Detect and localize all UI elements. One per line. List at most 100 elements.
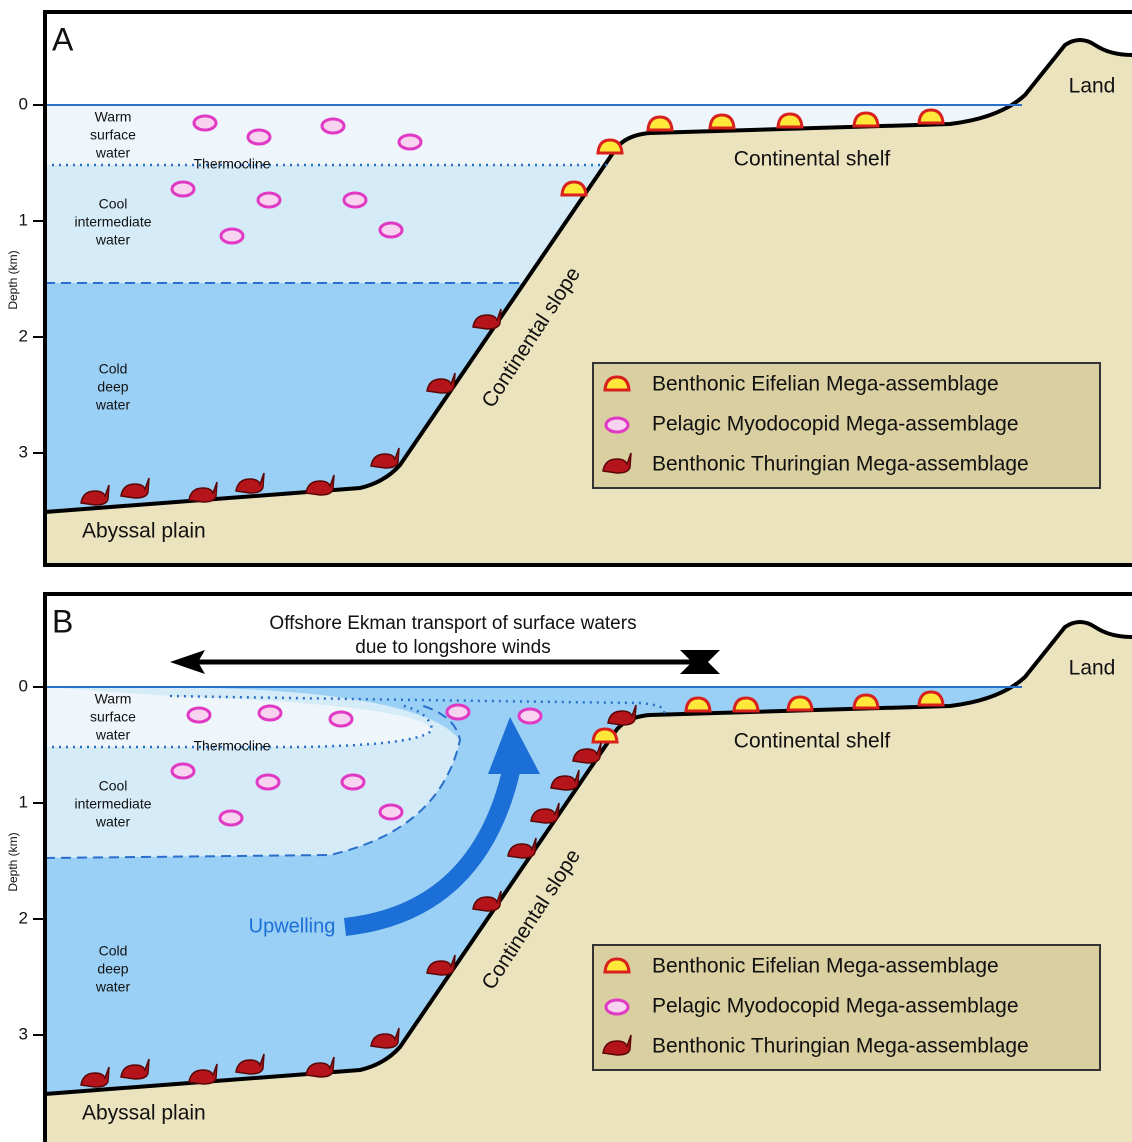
myodocopid-icon bbox=[256, 191, 282, 209]
thuringian-icon bbox=[426, 954, 456, 976]
water-label: surface bbox=[90, 709, 136, 725]
upwelling-label: Upwelling bbox=[249, 915, 336, 937]
thuringian-icon bbox=[472, 308, 502, 330]
shelf-label: Continental shelf bbox=[734, 148, 891, 171]
legend-label: Benthonic Thuringian Mega-assemblage bbox=[652, 453, 1029, 476]
panel-label: B bbox=[52, 603, 73, 639]
thuringian-icon bbox=[305, 1056, 335, 1078]
myodocopid-icon bbox=[517, 707, 543, 725]
water-label: Cold bbox=[99, 943, 128, 959]
thuringian-icon bbox=[472, 890, 502, 912]
warm-water bbox=[45, 687, 432, 747]
thermocline-label: Thermocline bbox=[193, 156, 270, 172]
water-label: water bbox=[95, 979, 131, 995]
water-label: intermediate bbox=[74, 796, 151, 812]
water-label: water bbox=[95, 232, 131, 248]
sea-floor bbox=[44, 620, 1132, 1096]
water-label: Warm bbox=[95, 691, 132, 707]
thuringian-icon bbox=[370, 1027, 400, 1049]
water-label: water bbox=[95, 397, 131, 413]
thuringian-icon bbox=[235, 472, 265, 494]
thuringian-icon bbox=[426, 372, 456, 394]
frame bbox=[43, 592, 1132, 1142]
water-label: Warm bbox=[95, 109, 132, 125]
eifelian-icon bbox=[732, 696, 760, 713]
myodocopid-icon bbox=[378, 803, 404, 821]
thuringian-icon bbox=[602, 1034, 632, 1056]
sea-floor bbox=[44, 38, 1132, 514]
ekman-label: due to longshore winds bbox=[355, 637, 550, 658]
upwelling-outline bbox=[169, 694, 666, 716]
water-label: water bbox=[95, 814, 131, 830]
myodocopid-icon bbox=[378, 221, 404, 239]
myodocopid-icon bbox=[255, 773, 281, 791]
eifelian-icon bbox=[786, 695, 814, 712]
myodocopid-icon bbox=[170, 762, 196, 780]
thuringian-icon bbox=[572, 742, 602, 764]
tick-label: 1 bbox=[19, 792, 28, 811]
tick-label: 3 bbox=[19, 1024, 28, 1043]
shelf-label: Continental shelf bbox=[734, 730, 891, 753]
eifelian-icon bbox=[917, 108, 945, 125]
myodocopid-icon bbox=[257, 704, 283, 722]
axis-title: Depth (km) bbox=[6, 250, 20, 309]
myodocopid-icon bbox=[340, 773, 366, 791]
tick-label: 2 bbox=[19, 326, 28, 345]
legend-label: Benthonic Eifelian Mega-assemblage bbox=[652, 955, 999, 978]
myodocopid-icon bbox=[342, 191, 368, 209]
eifelian-icon bbox=[684, 696, 712, 713]
water-label: Cool bbox=[99, 196, 128, 212]
tick-label: 0 bbox=[19, 676, 28, 695]
myodocopid-icon bbox=[445, 703, 471, 721]
water-label: Cool bbox=[99, 778, 128, 794]
myodocopid-icon bbox=[246, 128, 272, 146]
upwelling-arrow bbox=[343, 765, 521, 936]
land-label: Land bbox=[1069, 657, 1116, 680]
eifelian-icon bbox=[917, 690, 945, 707]
thuringian-icon bbox=[305, 474, 335, 496]
thuringian-icon bbox=[507, 837, 537, 859]
thuringian-icon bbox=[120, 1058, 150, 1080]
thuringian-icon bbox=[607, 704, 637, 726]
eifelian-icon bbox=[603, 375, 631, 392]
thermocline-label: Thermocline bbox=[193, 738, 270, 754]
abyssal-label: Abyssal plain bbox=[82, 1102, 206, 1125]
thuringian-icon bbox=[235, 1053, 265, 1075]
water-label: deep bbox=[97, 961, 128, 977]
panel: Offshore Ekman transport of surface wate… bbox=[6, 592, 1132, 1142]
water-label: Cold bbox=[99, 361, 128, 377]
eifelian-icon bbox=[591, 727, 619, 744]
thuringian-icon bbox=[80, 484, 110, 506]
myodocopid-icon bbox=[192, 114, 218, 132]
ekman-label: Offshore Ekman transport of surface wate… bbox=[269, 613, 636, 634]
thuringian-icon bbox=[188, 1063, 218, 1085]
eifelian-icon bbox=[560, 180, 588, 197]
myodocopid-icon bbox=[328, 710, 354, 728]
thuringian-icon bbox=[80, 1066, 110, 1088]
eifelian-icon bbox=[646, 115, 674, 132]
panel-label: A bbox=[52, 21, 74, 57]
water-label: deep bbox=[97, 379, 128, 395]
legend-label: Pelagic Myodocopid Mega-assemblage bbox=[652, 413, 1019, 436]
legend-box bbox=[592, 944, 1101, 1071]
myodocopid-icon bbox=[320, 117, 346, 135]
thuringian-icon bbox=[188, 481, 218, 503]
myodocopid-icon bbox=[170, 180, 196, 198]
myodocopid-icon bbox=[604, 998, 630, 1016]
myodocopid-icon bbox=[186, 706, 212, 724]
thuringian-icon bbox=[370, 447, 400, 469]
thuringian-icon bbox=[602, 452, 632, 474]
thuringian-icon bbox=[530, 802, 560, 824]
thuringian-icon bbox=[550, 769, 580, 791]
water-label: intermediate bbox=[74, 214, 151, 230]
tick-label: 2 bbox=[19, 908, 28, 927]
myodocopid-icon bbox=[219, 227, 245, 245]
eifelian-icon bbox=[708, 113, 736, 130]
eifelian-icon bbox=[603, 957, 631, 974]
tick-label: 1 bbox=[19, 210, 28, 229]
deep-boundary bbox=[44, 704, 462, 859]
panel: A 0 1 2 3 Depth (km) Warm surface water Cool inter… bbox=[6, 10, 1132, 567]
legend-label: Benthonic Eifelian Mega-assemblage bbox=[652, 373, 999, 396]
